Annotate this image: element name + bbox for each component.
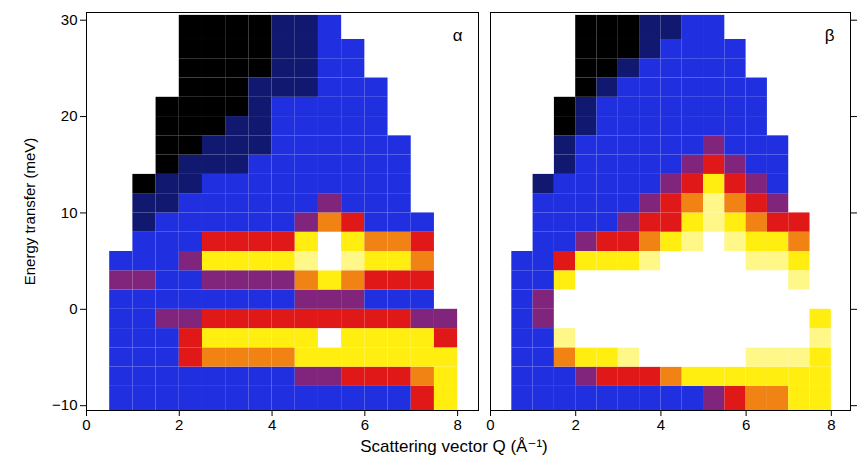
svg-text:0: 0 — [82, 416, 90, 433]
svg-text:30: 30 — [61, 11, 78, 28]
svg-text:8: 8 — [827, 416, 835, 433]
svg-text:2: 2 — [572, 416, 580, 433]
svg-text:6: 6 — [742, 416, 750, 433]
html-text:Scattering vector Q (Å⁻¹): Scattering vector Q (Å⁻¹) — [360, 437, 548, 456]
svg-text:4: 4 — [268, 416, 276, 433]
svg-text:6: 6 — [361, 416, 369, 433]
svg-text:Energy transfer (meV): Energy transfer (meV) — [21, 138, 38, 286]
svg-text:−10: −10 — [52, 396, 77, 413]
svg-text:2: 2 — [175, 416, 183, 433]
svg-text:10: 10 — [61, 204, 78, 221]
svg-text:0: 0 — [486, 416, 494, 433]
svg-text:4: 4 — [657, 416, 665, 433]
svg-text:β: β — [825, 26, 835, 45]
svg-text:8: 8 — [453, 416, 461, 433]
svg-text:0: 0 — [69, 300, 77, 317]
svg-text:α: α — [453, 26, 463, 45]
svg-text:20: 20 — [61, 107, 78, 124]
